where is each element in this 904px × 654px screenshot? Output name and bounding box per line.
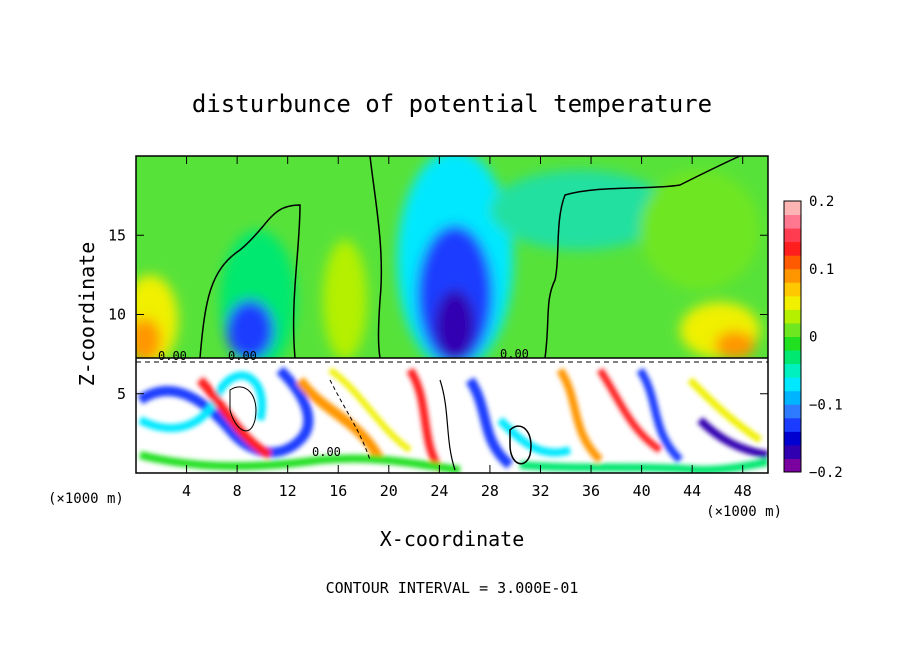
warm-patch-right-core — [715, 331, 755, 359]
heatmap-field — [136, 156, 768, 473]
colorbar-swatch-19 — [784, 201, 801, 216]
x-tick-label-36: 36 — [582, 482, 600, 500]
y-tick-label-10: 10 — [108, 306, 126, 324]
x-axis: 4 8 12 16 20 24 28 32 36 40 44 48 — [182, 156, 752, 500]
colorbar-swatch-4 — [784, 404, 801, 419]
x-tick-label-24: 24 — [430, 482, 448, 500]
y-axis: 5 10 15 — [108, 226, 768, 403]
lower-swirl-13 — [697, 417, 768, 459]
colorbar-swatch-12 — [784, 295, 801, 310]
colorbar-swatch-14 — [784, 268, 801, 283]
cold-core-center-deep — [435, 290, 475, 360]
x-tick-label-4: 4 — [182, 482, 191, 500]
lower-contour-b — [509, 425, 532, 465]
colorbar-swatch-1 — [784, 444, 801, 459]
colorbar-swatch-15 — [784, 255, 801, 270]
x-tick-label-40: 40 — [633, 482, 651, 500]
colorbar-swatch-0 — [784, 458, 801, 473]
lower-swirl-4 — [295, 377, 385, 463]
lower-swirl-11 — [636, 367, 683, 463]
chart-title: disturbunce of potential temperature — [192, 90, 712, 118]
green-patch-right — [640, 170, 760, 290]
colorbar-swatch-10 — [784, 322, 801, 337]
y-tick-label-5: 5 — [117, 385, 126, 403]
colorbar-tick-label-1: 0.1 — [809, 262, 834, 278]
colorbar-ticks: 0.2 0.1 0 −0.1 −0.2 — [809, 194, 843, 481]
warm-patch-mid — [323, 240, 367, 360]
colorbar-frame — [783, 200, 802, 473]
x-tick-label-48: 48 — [734, 482, 752, 500]
lower-swirl-10 — [597, 368, 662, 453]
x-axis-title: X-coordinate — [380, 527, 525, 551]
lower-swirl-14 — [139, 451, 461, 473]
colorbar-swatch-16 — [784, 241, 801, 256]
colorbar-tick-label-2: 0 — [809, 330, 817, 346]
contour-zero-1 — [199, 204, 301, 359]
warm-patch-left-core — [136, 318, 161, 362]
colorbar-swatch-13 — [784, 282, 801, 297]
x-tick-label-20: 20 — [380, 482, 398, 500]
lower-swirl-7 — [465, 377, 514, 469]
cool-patch-right — [490, 170, 670, 250]
lower-swirl-9 — [556, 367, 603, 463]
colorbar-tick-label-0: 0.2 — [809, 194, 834, 210]
x-tick-label-32: 32 — [531, 482, 549, 500]
y-tick-label-15: 15 — [108, 226, 126, 244]
colorbar-swatch-9 — [784, 336, 801, 351]
colorbar-swatch-2 — [784, 431, 801, 446]
contour-zero-2 — [369, 156, 383, 359]
colorbar-swatch-11 — [784, 309, 801, 324]
colorbar-swatch-8 — [784, 350, 801, 365]
x-tick-label-16: 16 — [329, 482, 347, 500]
y-unit-label: (×1000 m) — [48, 491, 124, 507]
lower-swirl-6 — [406, 367, 444, 473]
contour-label-3: 0.00 — [500, 347, 529, 361]
lower-contour-d — [329, 379, 371, 461]
lower-contour-c — [439, 379, 456, 471]
lower-swirl-15 — [519, 458, 768, 473]
cold-core-left-inner — [226, 300, 274, 360]
colorbar-tick-label-4: −0.2 — [809, 465, 843, 481]
contour-interval-note: CONTOUR INTERVAL = 3.000E-01 — [326, 579, 579, 597]
colorbar-swatch-5 — [784, 390, 801, 405]
x-tick-label-8: 8 — [233, 482, 242, 500]
x-tick-label-44: 44 — [683, 482, 701, 500]
colorbar-swatch-18 — [784, 214, 801, 229]
lower-swirl-12 — [687, 377, 762, 443]
contour-label-4: 0.00 — [312, 445, 341, 459]
lower-swirl-3 — [196, 376, 273, 460]
y-axis-title: Z-coordinate — [75, 242, 99, 387]
x-tick-label-28: 28 — [481, 482, 499, 500]
lower-swirl-2 — [138, 371, 266, 433]
contour-label-2: 0.00 — [228, 349, 257, 363]
lower-contour-a — [229, 386, 257, 432]
contour-label-1: 0.00 — [158, 349, 187, 363]
contour-zero-3 — [544, 156, 741, 359]
x-tick-label-12: 12 — [279, 482, 297, 500]
x-unit-label: (×1000 m) — [706, 504, 782, 520]
colorbar-swatch-17 — [784, 228, 801, 243]
colorbar — [784, 201, 801, 473]
colorbar-tick-label-3: −0.1 — [809, 397, 843, 413]
colorbar-swatch-3 — [784, 417, 801, 432]
colorbar-swatch-6 — [784, 377, 801, 392]
colorbar-swatch-7 — [784, 363, 801, 378]
lower-swirl-5 — [328, 367, 412, 453]
